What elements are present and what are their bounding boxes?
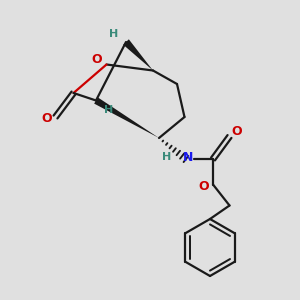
Text: O: O	[92, 52, 102, 66]
Polygon shape	[123, 39, 153, 70]
Polygon shape	[94, 98, 159, 138]
Text: N: N	[183, 151, 194, 164]
Text: O: O	[199, 179, 209, 193]
Text: O: O	[42, 112, 52, 125]
Text: H: H	[104, 105, 113, 115]
Text: O: O	[232, 124, 242, 138]
Text: H: H	[109, 28, 118, 39]
Text: H: H	[162, 152, 171, 163]
